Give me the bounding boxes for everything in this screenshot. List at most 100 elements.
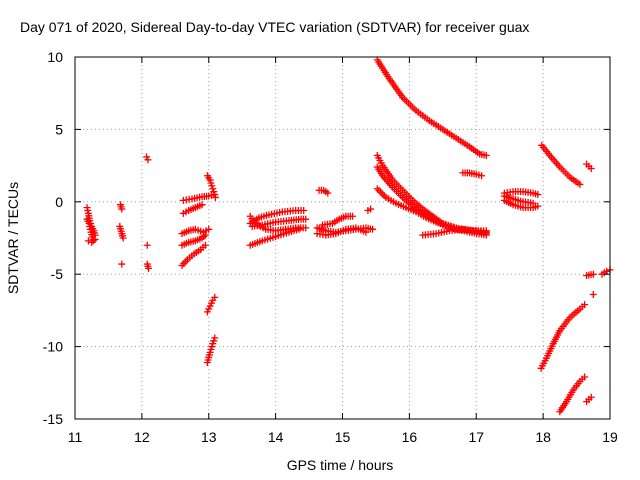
series-s43 [598,266,614,278]
data-point [145,264,153,272]
data-point [380,192,388,200]
x-tick-label: 14 [268,429,284,445]
y-axis-label: SDTVAR / TECUs [5,182,21,294]
x-tick-label: 13 [201,429,217,445]
y-tick-label: -15 [43,411,63,427]
series-s10 [179,191,218,204]
x-tick-label: 12 [134,429,150,445]
data-point [534,191,542,199]
series-s39 [556,373,589,416]
data-point [302,224,310,232]
data-point [119,234,127,242]
y-tick-label: 0 [55,194,63,210]
data-point [201,241,209,249]
series-s37 [583,160,595,172]
data-point [118,205,126,213]
data-point [211,334,219,342]
series-s28 [373,151,490,236]
series-s7 [143,153,152,164]
chart-title: Day 071 of 2020, Sidereal Day-to-day VTE… [20,19,529,35]
data-point [143,241,151,249]
data-point [482,230,490,238]
series-s4 [116,201,126,213]
series-s25 [318,212,357,229]
data-point [367,205,375,213]
series-s31 [419,225,490,239]
x-tick-label: 16 [402,429,418,445]
y-tick-label: -10 [43,339,63,355]
x-tick-label: 17 [468,429,484,445]
series-s13 [178,231,209,249]
series-s16 [203,293,219,316]
data-point [534,202,542,210]
data-point [324,189,332,197]
series-s26 [364,205,375,214]
series-s17 [203,334,219,367]
series-s33 [500,188,542,199]
x-tick-label: 18 [535,429,551,445]
axis-ticks: 11 12 13 14 15 16 17 18 19 -15 -10 -5 0 5 10 [43,49,618,445]
series-s32 [459,169,486,180]
data-point [91,235,99,243]
data-point [362,228,370,236]
series-s35 [500,192,537,207]
grid [75,57,610,419]
series-s40 [583,393,595,406]
series-s11 [179,201,206,217]
x-tick-label: 19 [602,429,618,445]
data-point [211,193,219,201]
data-point [302,215,310,223]
series-s42 [589,290,597,298]
series-s2 [83,215,97,243]
data-points [83,56,614,416]
x-tick-label: 15 [335,429,351,445]
series-s12 [178,225,213,238]
y-tick-label: -5 [51,266,64,282]
data-point [587,164,595,172]
series-s14 [178,241,209,270]
series-s3 [84,235,99,246]
data-point [603,267,611,275]
data-point [369,225,377,233]
data-point [587,393,595,401]
series-s41 [583,270,597,280]
series-s38 [537,301,589,372]
data-point [200,233,208,241]
series-s21 [246,212,310,235]
series-s6 [118,260,126,268]
data-point [211,293,219,301]
data-point [295,225,303,233]
data-point [581,301,589,309]
data-point [205,225,213,233]
series-s15 [203,172,219,201]
series-s19 [246,206,308,228]
data-point [201,231,209,239]
data-point [529,199,537,207]
data-point [581,373,589,381]
series-s22 [315,186,332,197]
series-s24 [313,224,370,239]
series-s36 [538,141,584,188]
data-point [89,237,97,245]
data-point [576,180,584,188]
series-s27 [373,56,490,159]
data-point [377,188,385,196]
series-s30 [373,185,490,235]
series-s9 [143,260,153,272]
data-point [118,260,126,268]
data-point [373,185,381,193]
data-point [375,187,383,195]
data-point [300,206,308,214]
data-point [144,156,152,164]
x-axis-label: GPS time / hours [287,457,394,473]
data-point [589,290,597,298]
data-point [589,270,597,278]
data-point [378,190,386,198]
data-point [482,151,490,159]
data-point [349,212,357,220]
series-s5 [116,222,127,242]
data-point [198,201,206,209]
y-tick-label: 5 [55,121,63,137]
x-tick-label: 11 [68,429,83,445]
